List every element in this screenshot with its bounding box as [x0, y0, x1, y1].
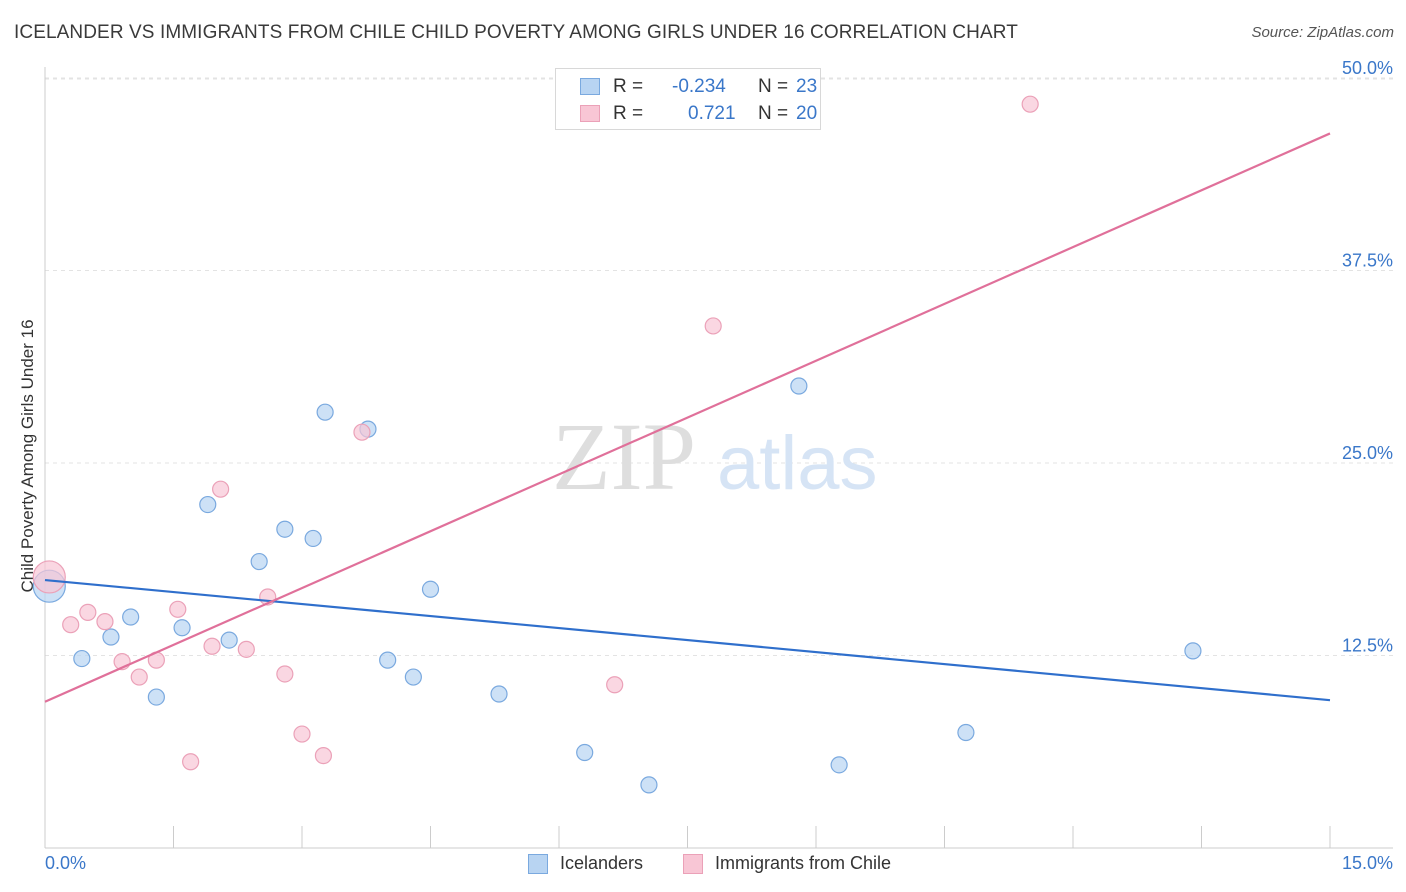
point-chile [293, 725, 311, 743]
point-chile [353, 423, 371, 441]
point-chile [276, 665, 294, 683]
point-chile [212, 480, 230, 498]
y-tick-label: 25.0% [1342, 443, 1393, 463]
point-icelanders [790, 377, 808, 395]
legend-swatch-pink [580, 105, 600, 122]
point-icelanders [147, 688, 165, 706]
point-icelanders [576, 743, 594, 762]
legend-swatch-blue [580, 78, 600, 95]
watermark: ZIP atlas [552, 403, 878, 510]
watermark-zip: ZIP [552, 403, 696, 510]
point-icelanders [316, 403, 334, 421]
legend-n-value: 20 [796, 103, 818, 124]
bottom-legend-label: Immigrants from Chile [715, 853, 892, 873]
axes [44, 67, 1393, 849]
point-chile [182, 753, 200, 771]
point-chile [203, 637, 221, 655]
point-chile [1021, 95, 1039, 113]
point-chile [606, 676, 624, 694]
y-tick-label: 37.5% [1342, 251, 1393, 271]
point-icelanders [122, 608, 140, 626]
tick-labels: 12.5% 25.0% 37.5% 50.0% 0.0% 15.0% [45, 58, 1393, 873]
point-icelanders [640, 776, 658, 794]
point-chile [169, 600, 187, 618]
trend-line-chile [44, 132, 1331, 703]
legend-r-value: -0.234 [672, 76, 726, 97]
point-chile [314, 746, 333, 765]
data-points [32, 95, 1202, 794]
y-tick-label: 50.0% [1342, 58, 1393, 78]
legend-n-label: N = [758, 103, 789, 124]
correlation-legend: R = -0.234 N = 23 R = 0.721 N = 20 [555, 68, 821, 130]
watermark-atlas: atlas [717, 421, 878, 506]
legend-row-chile: R = 0.721 N = 20 [580, 101, 820, 127]
point-icelanders [102, 628, 120, 646]
point-icelanders [199, 495, 217, 514]
point-icelanders [220, 631, 238, 649]
bottom-legend-swatch-pink [683, 854, 703, 874]
point-icelanders [276, 520, 294, 538]
point-icelanders [404, 668, 422, 686]
legend-row-icelanders: R = -0.234 N = 23 [580, 74, 820, 100]
point-icelanders [173, 619, 191, 637]
point-icelanders [73, 649, 91, 668]
point-icelanders [250, 552, 268, 571]
chart-title: ICELANDER VS IMMIGRANTS FROM CHILE CHILD… [14, 22, 1018, 43]
point-icelanders [957, 723, 975, 742]
legend-n-value: 23 [796, 76, 818, 97]
bottom-legend-chile: Immigrants from Chile [683, 852, 933, 876]
bottom-legend-icelanders: Icelanders [528, 852, 668, 876]
point-chile [130, 668, 148, 686]
point-chile [704, 317, 722, 335]
legend-n-label: N = [758, 76, 789, 97]
point-chile [79, 603, 97, 621]
trend-line-icelanders [44, 578, 1331, 702]
legend-r-value: 0.721 [688, 103, 736, 124]
point-icelanders [1184, 642, 1202, 660]
point-chile [237, 640, 255, 658]
x-tick-label-start: 0.0% [45, 853, 86, 873]
point-icelanders [490, 685, 508, 703]
point-icelanders [379, 651, 397, 669]
legend-r-label: R = [613, 76, 644, 97]
x-tick-label-end: 15.0% [1342, 853, 1393, 873]
point-icelanders [421, 580, 440, 598]
legend-r-label: R = [613, 103, 644, 124]
point-chile [32, 560, 66, 594]
bottom-legend-swatch-blue [528, 854, 548, 874]
gridlines [45, 77, 1393, 656]
point-icelanders [830, 756, 848, 774]
point-icelanders [304, 529, 322, 548]
trend-lines [44, 132, 1331, 703]
point-chile [62, 616, 80, 634]
bottom-legend-label: Icelanders [560, 853, 644, 873]
point-chile [96, 613, 114, 631]
source-label: Source: ZipAtlas.com [1251, 24, 1394, 41]
y-tick-label: 12.5% [1342, 636, 1393, 656]
